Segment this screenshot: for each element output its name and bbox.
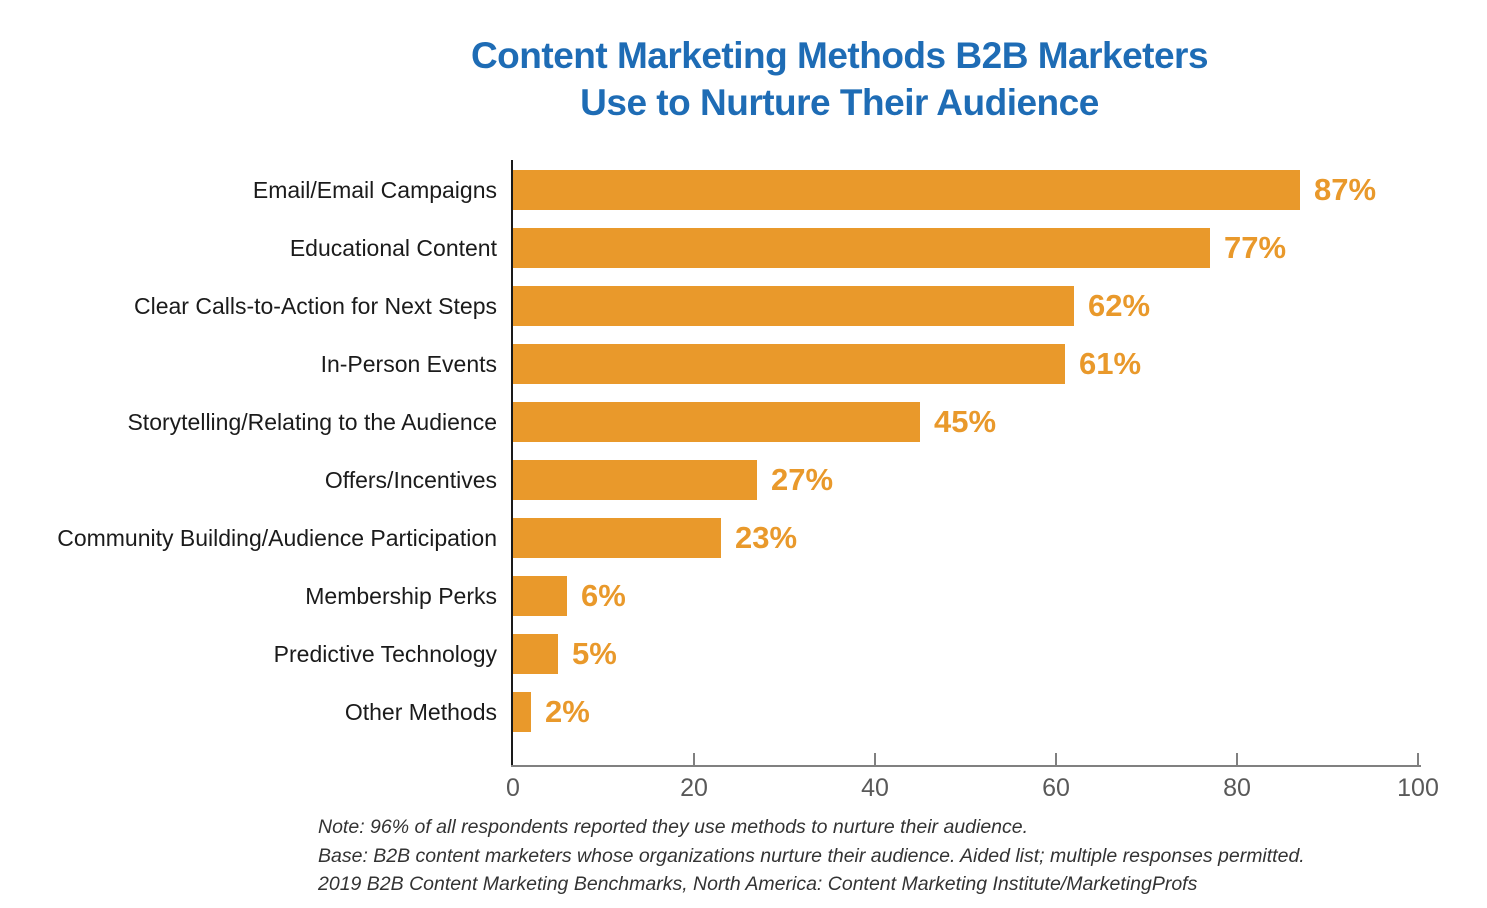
category-label: In-Person Events [320,351,497,377]
category-label: Community Building/Audience Participatio… [57,525,497,551]
category-label: Storytelling/Relating to the Audience [127,409,497,435]
bar [513,692,531,732]
value-label: 6% [581,578,626,613]
bar-row: Email/Email Campaigns 87% [0,170,1487,210]
bar [513,286,1074,326]
bar [513,518,721,558]
chart-title: Content Marketing Methods B2B Marketers … [0,32,1487,126]
x-tick [1055,753,1057,765]
footnotes: Note: 96% of all respondents reported th… [318,813,1305,899]
x-tick [693,753,695,765]
bar [513,402,920,442]
value-label: 2% [545,694,590,729]
bar-row: Predictive Technology 5% [0,634,1487,674]
x-tick-label: 100 [1397,774,1439,802]
value-label: 87% [1314,172,1377,207]
value-label: 45% [934,404,997,439]
category-label: Clear Calls-to-Action for Next Steps [133,293,497,319]
value-label: 27% [771,462,834,497]
category-label: Educational Content [289,235,497,261]
value-label: 62% [1088,288,1151,323]
value-label: 77% [1224,230,1287,265]
category-label: Email/Email Campaigns [252,177,497,203]
value-label: 23% [735,520,798,555]
bar [513,170,1300,210]
x-tick-label: 20 [680,774,708,802]
category-label: Membership Perks [305,583,497,609]
x-tick [1417,753,1419,765]
bar-row: Community Building/Audience Participatio… [0,518,1487,558]
x-tick [1236,753,1238,765]
bar [513,228,1210,268]
bar [513,634,558,674]
value-label: 5% [572,636,617,671]
value-label: 61% [1079,346,1142,381]
footnote-source: 2019 B2B Content Marketing Benchmarks, N… [318,873,1198,895]
bar-row: Membership Perks 6% [0,576,1487,616]
bar-row: Educational Content 77% [0,228,1487,268]
category-label: Predictive Technology [273,641,497,667]
bar [513,344,1065,384]
x-tick [874,753,876,765]
x-tick-label: 80 [1223,774,1251,802]
y-axis-line [511,160,513,766]
bar-row: Other Methods 2% [0,692,1487,732]
category-label: Offers/Incentives [324,467,497,493]
bar-row: Offers/Incentives 27% [0,460,1487,500]
x-tick-label: 60 [1042,774,1070,802]
x-tick-label: 40 [861,774,889,802]
bar-row: Storytelling/Relating to the Audience 45% [0,402,1487,442]
x-tick-label: 0 [506,774,520,802]
chart-title-line-2: Use to Nurture Their Audience [580,82,1099,123]
footnote-base: Base: B2B content marketers whose organi… [318,844,1305,867]
bar-row: Clear Calls-to-Action for Next Steps 62% [0,286,1487,326]
bar [513,460,757,500]
category-label: Other Methods [344,699,497,725]
bar-row: In-Person Events 61% [0,344,1487,384]
x-axis-line [511,765,1421,767]
bar [513,576,567,616]
chart-title-line-1: Content Marketing Methods B2B Marketers [470,35,1209,76]
footnote-note: Note: 96% of all respondents reported th… [318,816,1029,838]
